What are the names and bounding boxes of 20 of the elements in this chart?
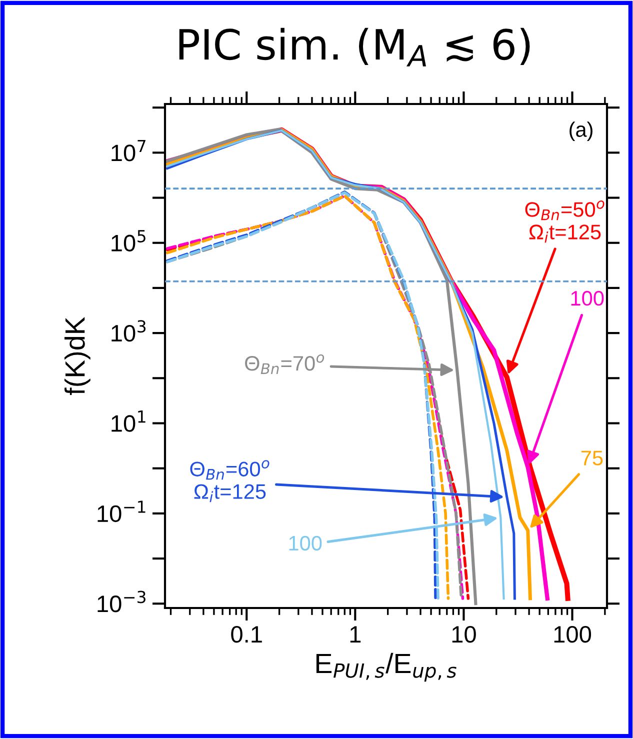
x-tick-label: 0.1 (231, 626, 262, 643)
text: Θ$_{Bn}$=60$^{o}$ Ω$_{i}$t=125 (190, 460, 270, 502)
text: 75 (581, 450, 603, 466)
chart-title: PIC sim. (M$_{A}$ ≲ 6) (179, 28, 530, 66)
x-tick-label: 1 (350, 626, 361, 642)
y-tick-label: 10$^{3}$ (112, 320, 146, 342)
text: 100 (289, 536, 322, 551)
y-axis-title: f(K)dK (64, 316, 90, 395)
y-tick-label: 10$^{−3}$ (98, 590, 146, 612)
text: Θ$_{Bn}$=50$^{o}$ Ω$_{i}$t=125 (525, 200, 604, 243)
text: 100 (571, 290, 604, 306)
y-tick-label: 10$^{7}$ (112, 140, 146, 162)
x-tick-label: 100 (554, 626, 592, 643)
y-tick-label: 10$^{−1}$ (98, 500, 146, 522)
text: Θ$_{Bn}$=70$^{o}$ (245, 354, 324, 374)
x-tick-label: 10 (452, 626, 476, 643)
x-axis-title: E$_{PUI,s}$/E$_{up,s}$ (316, 652, 456, 682)
y-tick-label: 10$^{5}$ (112, 230, 146, 252)
annotation: (a) (570, 122, 592, 142)
y-tick-label: 10$^{1}$ (112, 410, 146, 432)
